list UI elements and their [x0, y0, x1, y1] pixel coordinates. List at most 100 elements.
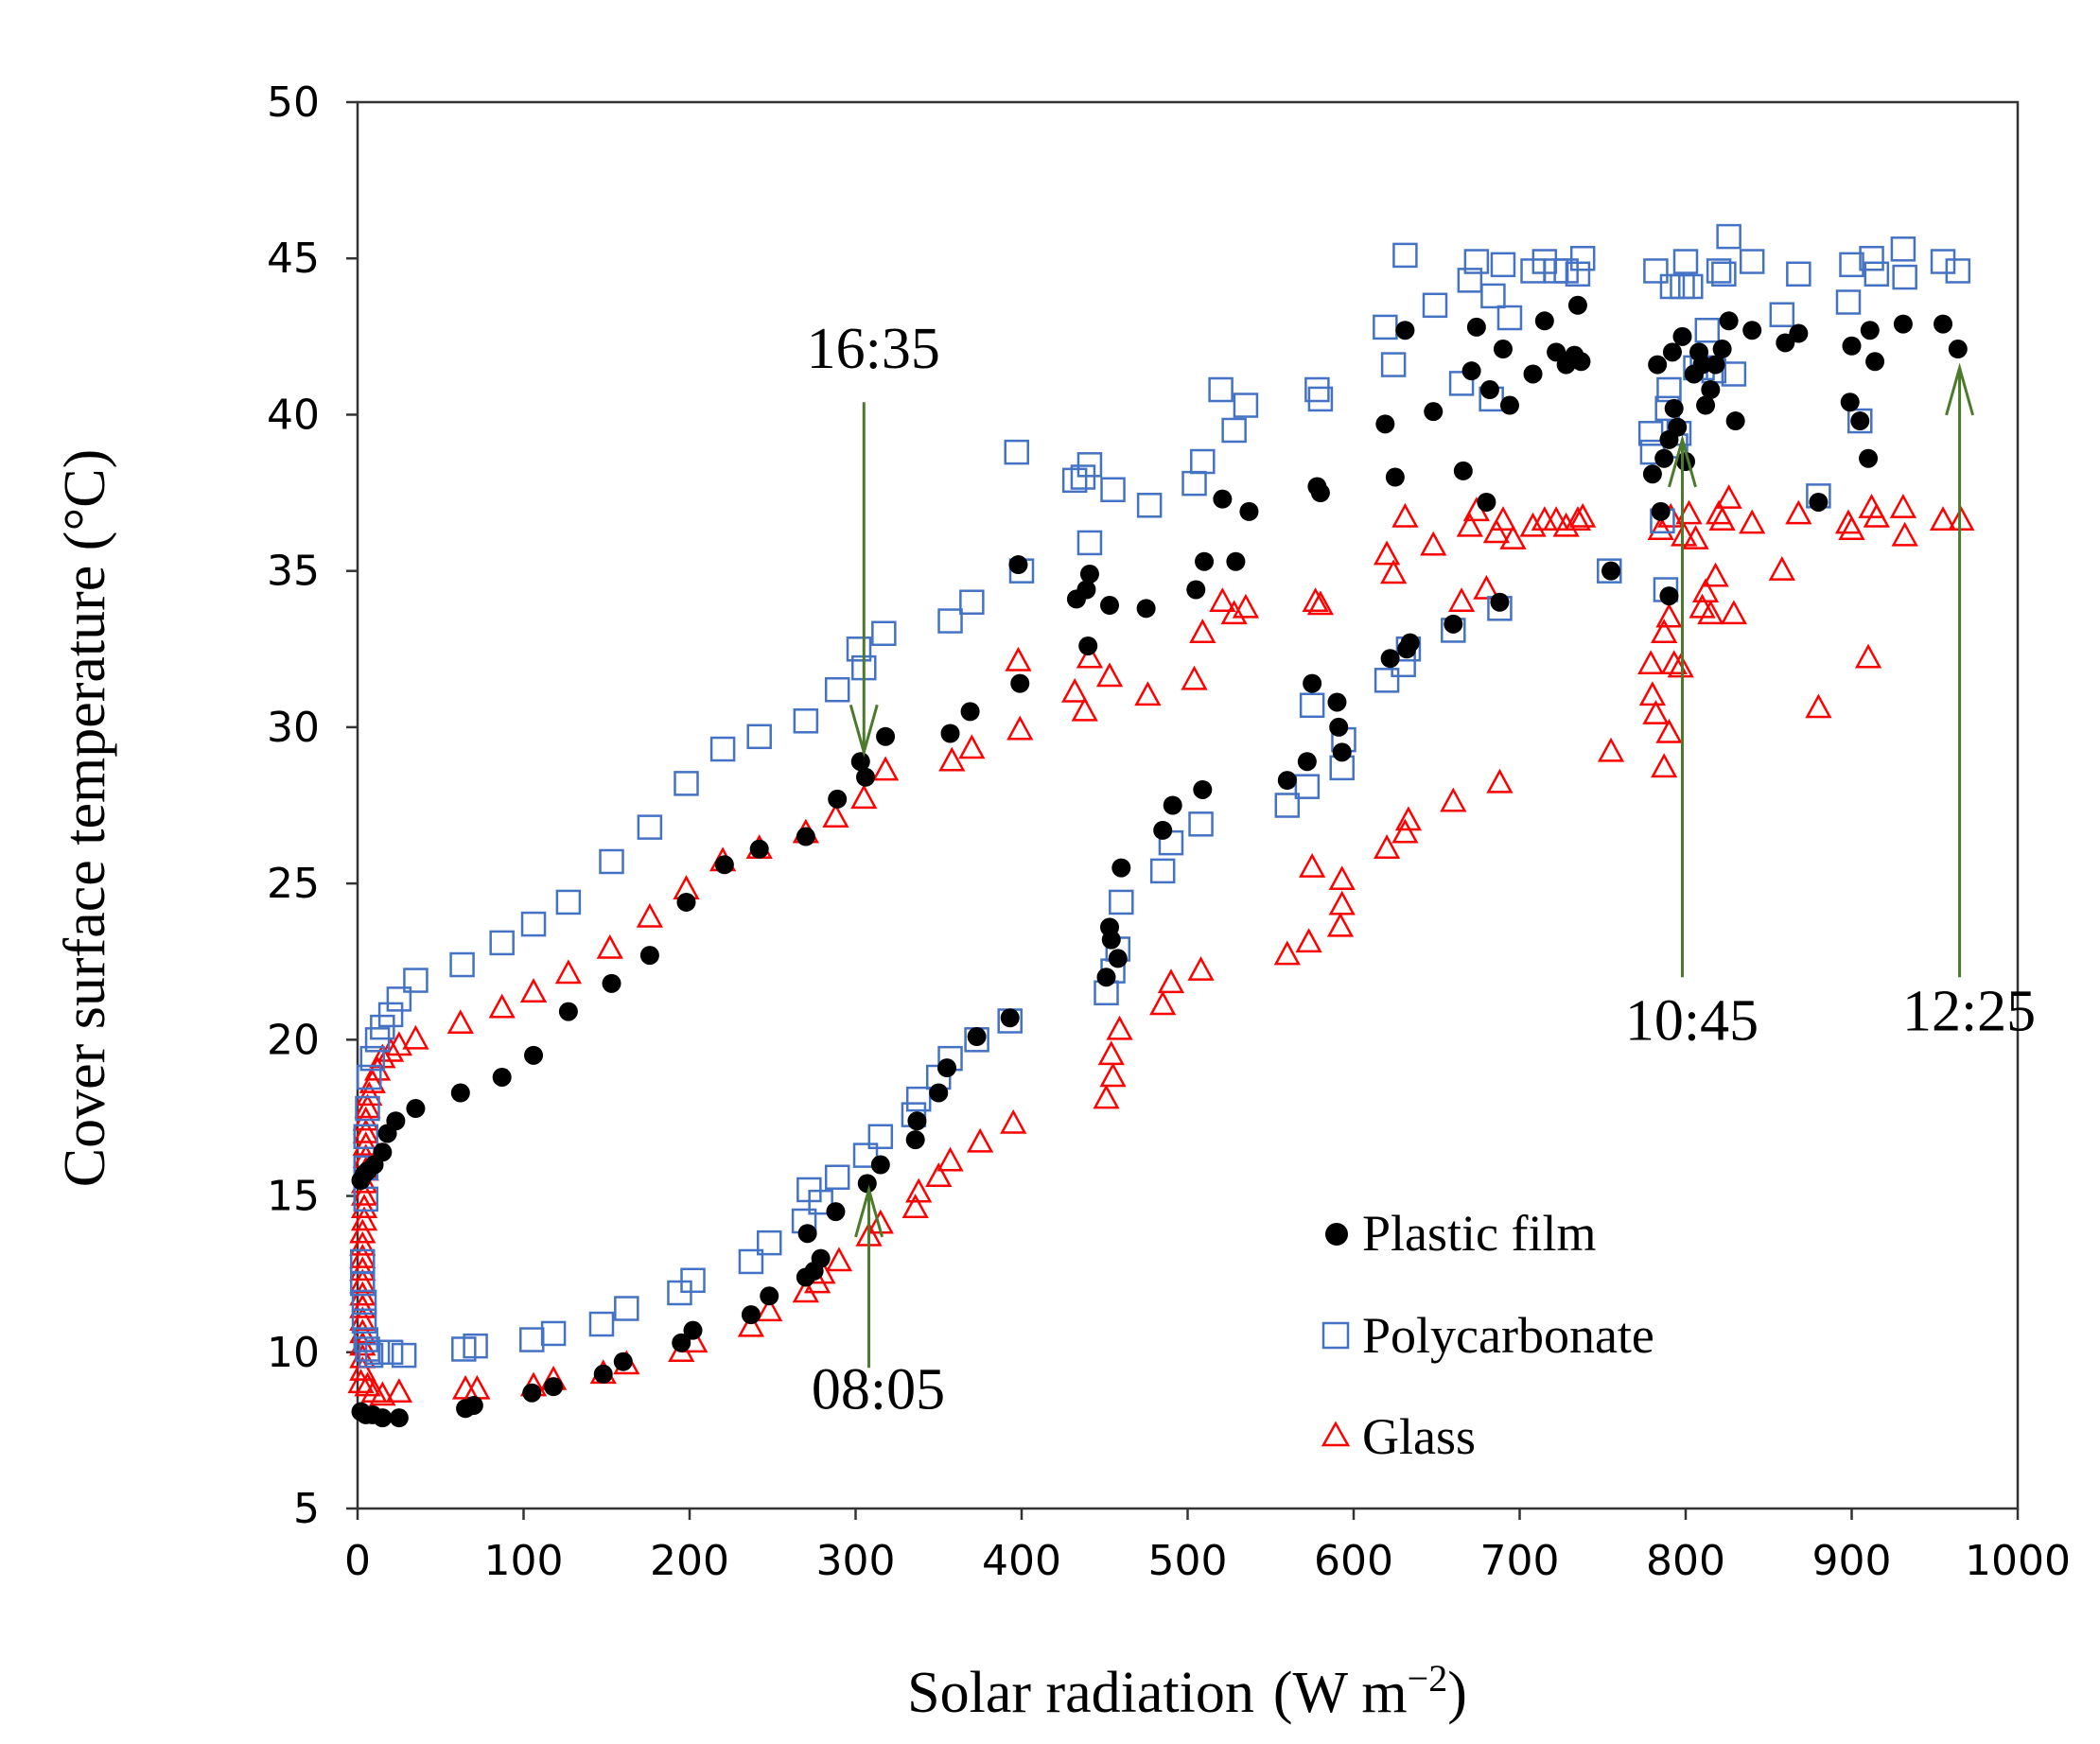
point-glass: [402, 1024, 429, 1050]
point-plastic-film: [797, 1224, 817, 1244]
point-plastic-film: [714, 855, 734, 875]
point-plastic-film: [967, 1027, 987, 1047]
point-glass: [1708, 506, 1736, 532]
point-plastic-film: [1100, 596, 1120, 616]
point-polycarbonate: [1786, 261, 1811, 287]
point-polycarbonate: [1835, 289, 1862, 315]
point-polycarbonate: [1188, 811, 1214, 837]
point-glass: [1095, 662, 1124, 688]
point-polycarbonate: [846, 637, 872, 662]
point-glass: [1863, 502, 1890, 528]
y-tick-label: 30: [267, 704, 320, 752]
point-plastic-film: [1461, 361, 1481, 381]
point-polycarbonate: [1930, 249, 1956, 274]
point-polycarbonate: [1149, 858, 1176, 884]
y-tick-label: 5: [293, 1485, 320, 1533]
point-plastic-film: [1840, 392, 1860, 412]
point-glass: [1720, 600, 1748, 625]
point-glass: [446, 1009, 474, 1035]
annotations: 16:35 08:05 10:45 12:25: [807, 317, 2037, 1421]
point-polycarbonate: [1890, 236, 1916, 262]
point-polycarbonate: [1004, 439, 1029, 465]
point-plastic-film: [1706, 355, 1725, 375]
point-plastic-film: [741, 1305, 761, 1325]
point-glass: [1647, 515, 1674, 540]
point-plastic-film: [940, 724, 960, 743]
point-polycarbonate: [1859, 245, 1884, 271]
point-plastic-film: [1111, 858, 1131, 878]
point-polycarbonate: [738, 1248, 764, 1275]
point-plastic-film: [828, 789, 848, 809]
point-glass: [1655, 602, 1683, 628]
point-glass: [636, 902, 663, 928]
point-polycarbonate: [937, 608, 963, 634]
point-glass: [1220, 600, 1248, 625]
point-plastic-film: [1078, 636, 1098, 655]
point-plastic-film: [1571, 352, 1591, 372]
point-glass: [350, 1180, 378, 1206]
point-glass: [1420, 531, 1447, 556]
point-glass: [1768, 556, 1795, 581]
point-glass: [1440, 787, 1467, 812]
point-plastic-film: [1499, 395, 1519, 415]
annotation-arrow-head: [854, 1184, 884, 1238]
point-plastic-film: [522, 1383, 542, 1403]
point-plastic-film: [672, 1333, 691, 1352]
x-axis-title-unit-close: ): [1447, 1661, 1467, 1725]
point-plastic-film: [1842, 336, 1862, 356]
point-polycarbonate: [756, 1230, 782, 1256]
point-polycarbonate: [1945, 258, 1971, 284]
point-polycarbonate: [1294, 774, 1321, 799]
point-glass: [1543, 506, 1570, 532]
point-glass: [1273, 940, 1301, 966]
point-plastic-film: [1668, 417, 1688, 437]
point-glass: [369, 1381, 396, 1406]
point-glass: [352, 1118, 379, 1143]
point-glass: [1391, 818, 1419, 844]
point-polycarbonate: [463, 1333, 488, 1359]
point-glass: [901, 1194, 929, 1219]
point-plastic-film: [450, 1083, 470, 1103]
point-plastic-film: [1742, 321, 1762, 340]
point-glass: [1134, 681, 1162, 706]
annotation-arrow-head: [1668, 434, 1697, 488]
point-glass: [1682, 525, 1709, 549]
point-plastic-film: [1079, 564, 1099, 584]
point-plastic-film: [1329, 717, 1349, 737]
point-glass: [1373, 834, 1401, 860]
point-glass: [756, 1297, 783, 1322]
point-plastic-film: [1696, 395, 1716, 415]
x-tick-label: 900: [1812, 1537, 1892, 1585]
point-plastic-film: [760, 1286, 779, 1306]
plot-frame: [356, 100, 2020, 1510]
point-plastic-film: [1776, 333, 1795, 353]
point-plastic-film: [1193, 779, 1213, 799]
point-polycarbonate: [1670, 273, 1695, 300]
y-tick-label: 40: [267, 391, 320, 439]
x-tick-label: 100: [484, 1537, 564, 1585]
point-glass: [1651, 619, 1678, 644]
point-plastic-film: [929, 1083, 949, 1103]
point-glass: [1473, 574, 1500, 600]
legend-label-glass: Glass: [1362, 1408, 1476, 1465]
annotation-label: 16:35: [807, 317, 940, 381]
point-plastic-film: [937, 1058, 957, 1078]
point-polycarbonate: [1076, 530, 1103, 556]
point-glass: [1071, 696, 1098, 722]
point-plastic-film: [1153, 820, 1173, 840]
point-plastic-film: [524, 1045, 544, 1065]
point-glass: [349, 1256, 376, 1282]
point-plastic-film: [1380, 649, 1400, 669]
point-polycarbonate: [614, 1296, 639, 1321]
point-polycarbonate: [353, 1124, 379, 1150]
x-axis-title-unit: (W m: [1273, 1661, 1408, 1725]
point-polycarbonate: [1181, 470, 1207, 497]
point-polycarbonate: [1569, 245, 1596, 271]
legend-label-polycarbonate: Polycarbonate: [1362, 1307, 1654, 1364]
point-glass: [1697, 600, 1724, 625]
point-polycarbonate: [1480, 283, 1506, 309]
legend-label-plastic-film: Plastic film: [1362, 1205, 1596, 1262]
point-plastic-film: [905, 1130, 925, 1150]
